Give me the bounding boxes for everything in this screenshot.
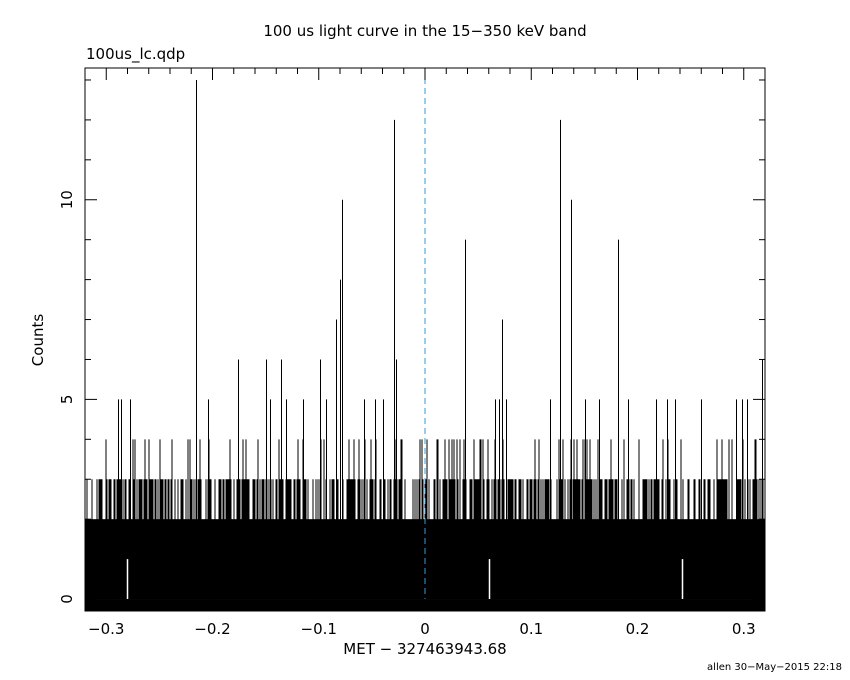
x-tick-label: −0.1	[301, 620, 337, 638]
y-tick-label: 0	[58, 594, 76, 604]
file-name-label: 100us_lc.qdp	[86, 45, 186, 63]
x-tick-label: 0.3	[732, 620, 756, 638]
x-axis-label: MET − 327463943.68	[343, 640, 507, 658]
x-tick-label: 0	[420, 620, 430, 638]
chart-title: 100 us light curve in the 15−350 keV ban…	[263, 22, 587, 40]
x-tick-label: −0.2	[194, 620, 230, 638]
axis-ticks	[84, 68, 766, 611]
y-axis-label: Counts	[29, 313, 47, 367]
x-tick-label: −0.3	[88, 620, 124, 638]
x-tick-label: 0.2	[626, 620, 650, 638]
axis-tick-labels: −0.3 −0.2 −0.1 0 0.1 0.2 0.3 0 5 10	[58, 190, 756, 638]
y-tick-label: 10	[58, 190, 76, 209]
footer-stamp: allen 30−May−2015 22:18	[707, 662, 842, 673]
y-tick-label: 5	[58, 395, 76, 405]
x-tick-label: 0.1	[519, 620, 543, 638]
